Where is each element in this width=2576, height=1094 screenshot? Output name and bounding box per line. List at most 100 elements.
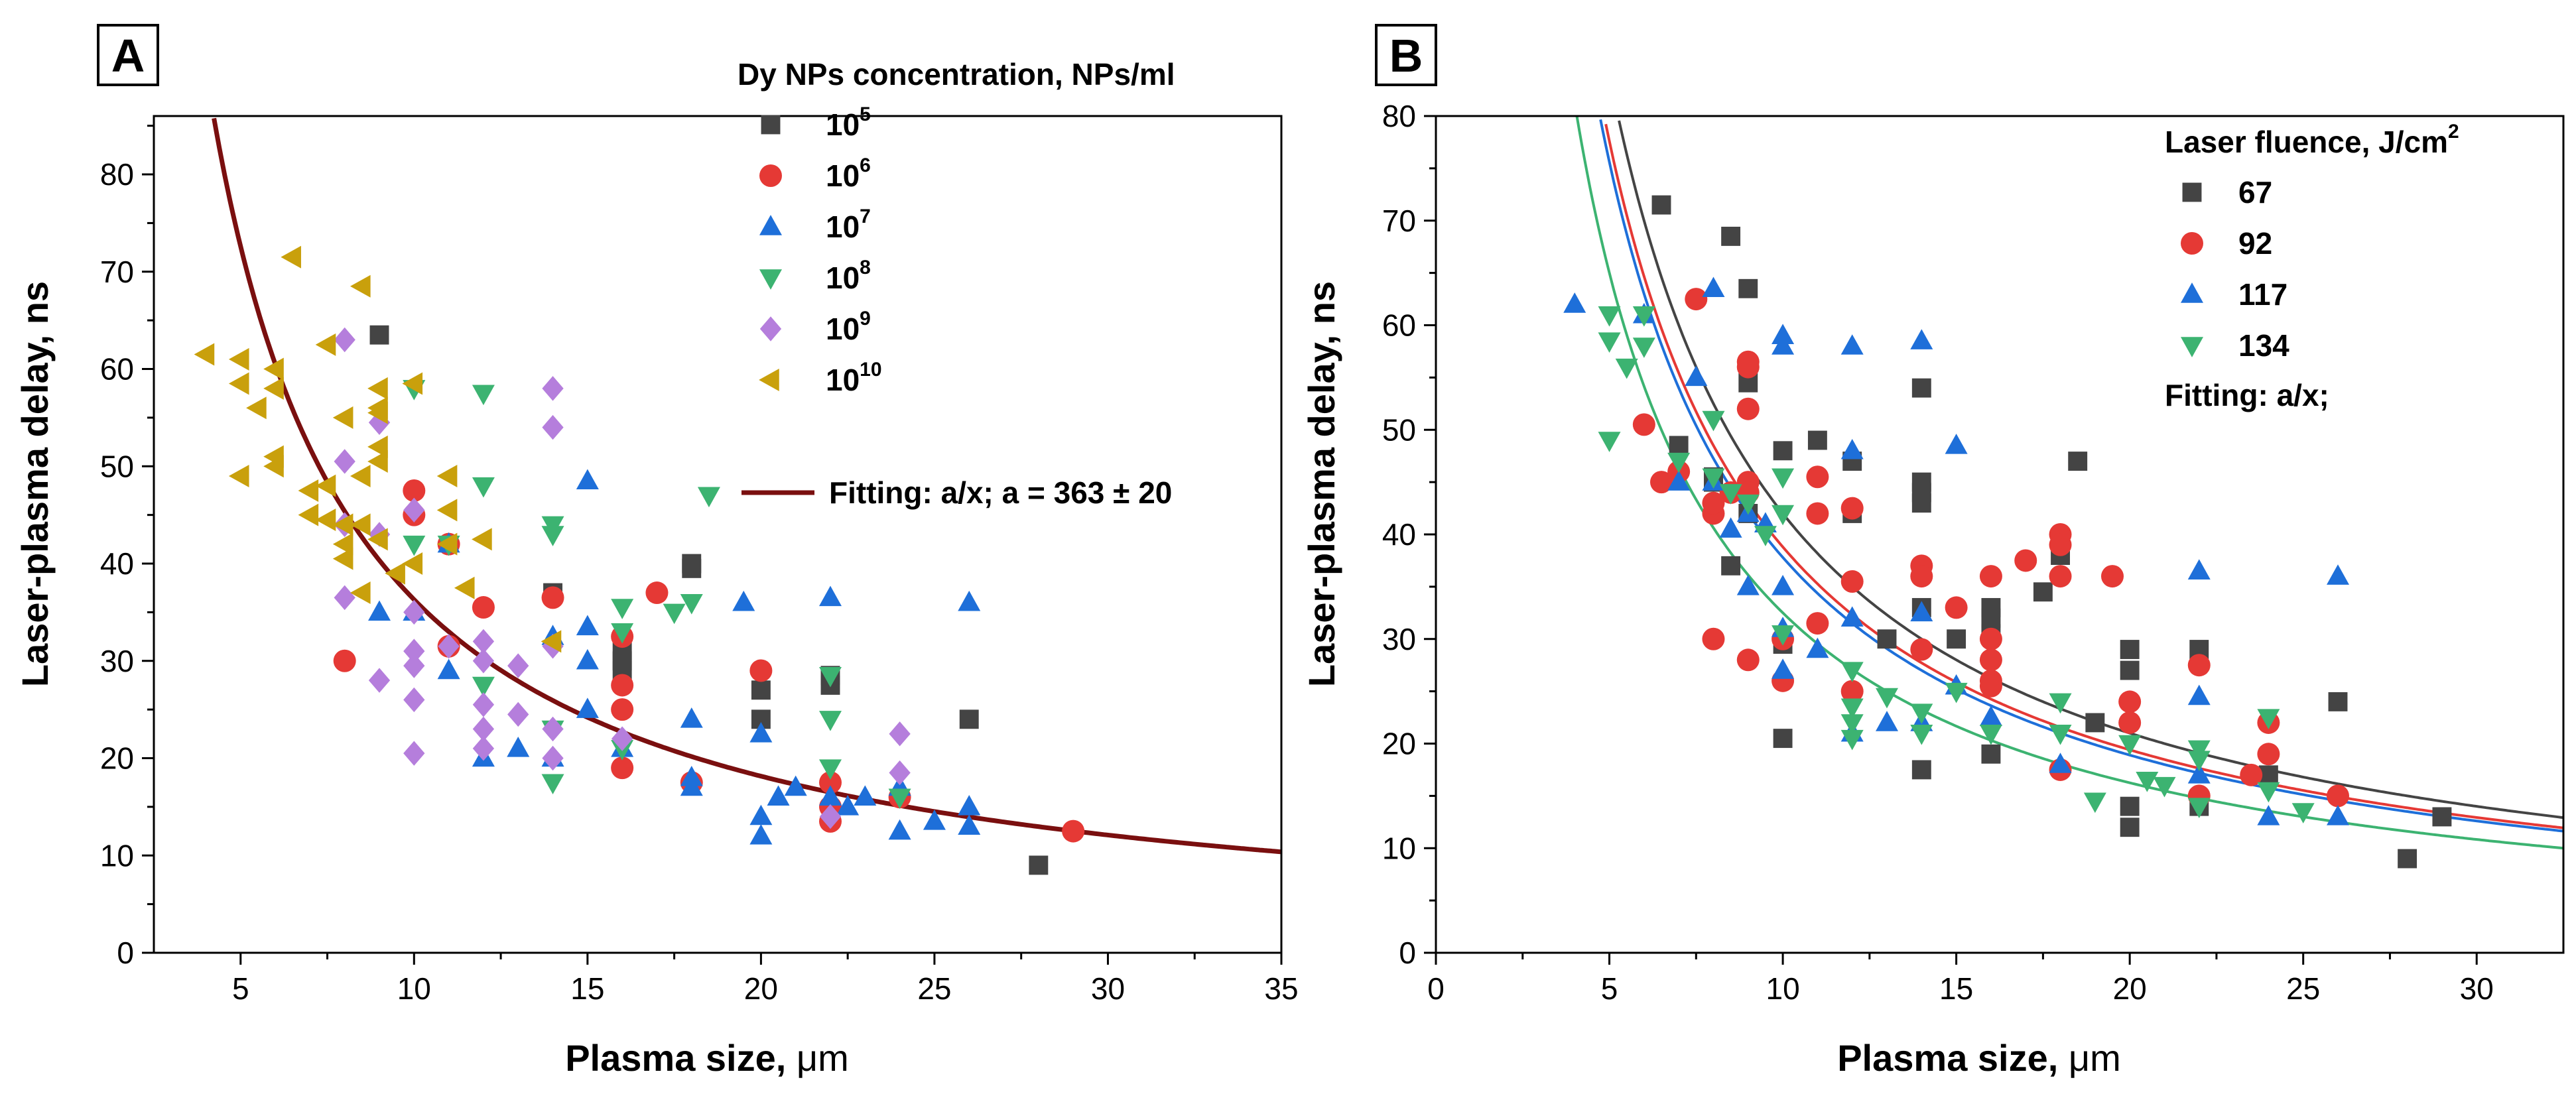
panel-a-point-s10 xyxy=(472,528,492,551)
panel-a-point-s10 xyxy=(402,552,423,576)
panel-a-point-s10 xyxy=(228,372,249,395)
panel-b-point-134 xyxy=(2257,709,2280,729)
panel-b-point-117 xyxy=(1667,470,1691,491)
panel-b-y-tick-label: 0 xyxy=(1399,936,1416,970)
panel-a-point-s10 xyxy=(350,464,371,487)
panel-b-point-134 xyxy=(1771,625,1795,646)
panel-b-point-92 xyxy=(2049,533,2072,556)
panel-a-point-s10 xyxy=(281,245,301,269)
panel-b-fit-curve-134 xyxy=(1575,115,2564,850)
panel-b-point-67 xyxy=(2085,713,2105,733)
panel-b-x-tick-label: 5 xyxy=(1601,971,1618,1006)
panel-a-legend-marker-5 xyxy=(761,115,781,135)
panel-a-legend-marker-8 xyxy=(759,269,782,290)
panel-a-legend-marker-6 xyxy=(759,164,782,187)
panel-a-point-s10 xyxy=(298,479,319,502)
panel-b-point-134 xyxy=(1840,729,1864,751)
panel-a-y-tick-label: 70 xyxy=(100,255,134,289)
panel-a-point-s8 xyxy=(611,623,634,644)
panel-b-point-67 xyxy=(2068,452,2088,471)
panel-a-point-s9 xyxy=(403,497,425,523)
panel-a-legend-marker-9 xyxy=(759,316,782,341)
panel-b-point-134 xyxy=(1598,332,1621,353)
panel-b-point-92 xyxy=(2327,784,2349,808)
panel-b-point-117 xyxy=(2187,762,2211,784)
panel-b-point-67 xyxy=(1738,278,1758,298)
panel-a-point-s6 xyxy=(611,674,634,697)
panel-a-y-tick-label: 40 xyxy=(100,546,134,581)
panel-a-point-s10 xyxy=(194,343,215,366)
panel-a-point-s5 xyxy=(959,709,979,729)
panel-b-point-92 xyxy=(1632,413,1655,436)
panel-a-point-s7 xyxy=(819,585,842,607)
panel-a-point-s10 xyxy=(367,401,388,424)
panel-b-legend-title: Laser fluence, J/cm2 xyxy=(2165,121,2459,159)
panel-a-point-s7 xyxy=(680,775,703,796)
panel-a-point-s7 xyxy=(923,810,946,830)
panel-b-point-92 xyxy=(2118,711,2142,734)
panel-b-point-134 xyxy=(1840,714,1864,735)
panel-a-point-s6 xyxy=(1062,820,1085,843)
panel-b-point-134 xyxy=(2187,740,2211,761)
panel-b-point-117 xyxy=(2327,564,2349,585)
panel-a-point-s9 xyxy=(368,668,391,693)
panel-a-point-s10 xyxy=(436,464,458,487)
panel-b-point-92 xyxy=(1979,674,2002,698)
panel-b-point-92 xyxy=(2014,549,2037,572)
panel-a-point-s6 xyxy=(541,586,564,609)
panel-b-point-117 xyxy=(1840,334,1864,355)
panel-a-point-s9 xyxy=(438,634,460,659)
panel-b-x-tick-label: 10 xyxy=(1766,971,1799,1006)
panel-a-point-s7 xyxy=(576,615,599,636)
panel-b-point-92 xyxy=(1685,288,1708,311)
panel-b-fit-curve-67 xyxy=(1618,120,2564,820)
panel-a-point-s6 xyxy=(611,698,634,721)
panel-b-point-67 xyxy=(2432,807,2452,827)
panel-b-point-92 xyxy=(1806,465,1829,489)
panel-a-point-s7 xyxy=(958,590,981,611)
panel-a-point-s10 xyxy=(367,450,388,473)
panel-a-point-s6 xyxy=(749,659,773,682)
panel-b-point-92 xyxy=(2187,654,2211,677)
panel-b-point-134 xyxy=(2257,782,2280,803)
panel-a-point-s7 xyxy=(680,707,703,728)
panel-a-point-s5 xyxy=(751,680,771,700)
panel-b-point-92 xyxy=(1979,627,2002,650)
panel-a-point-s9 xyxy=(403,687,425,713)
panel-a-point-s10 xyxy=(298,503,319,526)
panel-a-point-s9 xyxy=(507,653,529,678)
panel-a-point-s10 xyxy=(332,406,354,429)
panel-a-point-s6 xyxy=(472,596,495,619)
panel-a-legend-label-10: 1010 xyxy=(826,359,882,397)
panel-b-point-134 xyxy=(1840,662,1864,682)
panel-b-point-92 xyxy=(2049,565,2072,588)
panel-b-point-117 xyxy=(1719,517,1742,538)
panel-b-legend-marker-134 xyxy=(2181,337,2203,357)
panel-a-point-s8 xyxy=(819,711,842,731)
panel-b-point-92 xyxy=(1840,570,1864,593)
panel-b-point-134 xyxy=(2083,792,2106,814)
panel-a-point-s7 xyxy=(749,804,773,825)
panel-a-legend-label-6: 106 xyxy=(826,154,871,193)
panel-b-point-134 xyxy=(2291,803,2315,823)
panel-a-point-s10 xyxy=(541,630,562,653)
panel-a-point-s7 xyxy=(437,658,460,680)
panel-b-point-117 xyxy=(1979,705,2002,726)
panel-a-point-s10 xyxy=(315,474,336,497)
panel-b-point-117 xyxy=(1771,575,1795,595)
panel-b-legend-label-67: 67 xyxy=(2238,175,2272,210)
panel-b-y-tick-label: 20 xyxy=(1382,727,1416,761)
panel-a-point-s6 xyxy=(819,771,842,794)
panel-a-point-s9 xyxy=(334,449,355,474)
panel-b-point-92 xyxy=(2118,690,2142,713)
panel-b-point-67 xyxy=(1721,226,1741,246)
panel-b-point-67 xyxy=(1773,729,1793,749)
panel-b-point-134 xyxy=(1702,410,1725,432)
panel-b-point-117 xyxy=(1910,329,1933,349)
panel-a-point-s7 xyxy=(958,795,981,816)
panel-a-point-s9 xyxy=(403,638,425,664)
panel-a-point-s8 xyxy=(541,774,564,795)
panel-b-point-67 xyxy=(1807,430,1827,450)
panel-b-x-tick-label: 0 xyxy=(1427,971,1445,1006)
panel-b-point-134 xyxy=(1771,468,1795,489)
